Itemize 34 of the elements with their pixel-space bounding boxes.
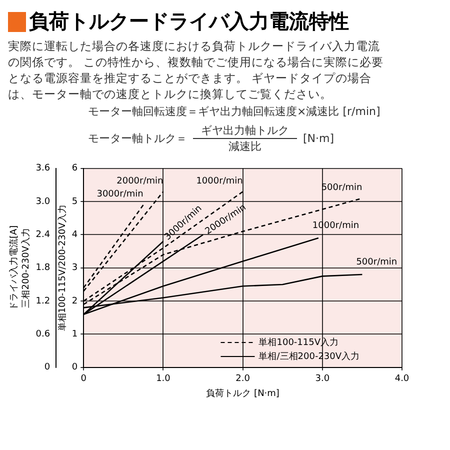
text: ドライバ入力電流[A] [8,225,20,310]
y2-tick-label: 1.2 [36,296,50,306]
text: モーター軸回転速度＝ギヤ出力軸回転速度×減速比 [r/min] [88,104,382,119]
y2-axis-title: 三相200-230V入力 [20,228,32,308]
y-axis-title: 単相100-115V/200-230V入力 [56,204,68,332]
series-label: 3000r/min [96,190,144,200]
y2-tick-label: 3.6 [36,164,50,174]
series-label: 2000r/min [116,176,164,186]
y-tick-label: 1 [72,330,78,340]
x-tick-label: 2.0 [236,374,250,384]
series-label: 500r/min [356,257,398,268]
text: ギヤ出力軸トルク [193,123,297,139]
y2-tick-label: 0 [44,362,50,373]
y-tick-label: 3 [72,263,78,274]
text: [N·m] [303,132,334,145]
y2-tick-label: 3.0 [36,196,50,207]
x-tick-label: 0 [80,374,87,384]
y-tick-label: 2 [72,296,78,306]
text: モーター軸トルク＝ [88,131,187,146]
y2-tick-label: 1.8 [36,263,50,274]
chart-subtitle: 実際に運転した場合の各速度における負荷トルクードライバ入力電流の関係です。 この特性から、複数軸でご使用になる場合に実際に必要となる電源容量を推定することができます。 ギヤードタイプの場合は、モーター軸での速度とトルクに換算してご覧ください。 [8,38,385,102]
x-axis-title: 負荷トルク [N·m] [206,388,280,399]
y2-tick-label: 0.6 [36,330,50,340]
y-tick-label: 0 [72,362,78,373]
y2-tick-label: 2.4 [36,230,50,240]
y-tick-label: 5 [72,196,78,207]
y-tick-label: 4 [72,230,78,240]
text: 減速比 [228,139,262,154]
y-tick-label: 6 [72,164,78,174]
x-tick-label: 3.0 [315,374,330,384]
chart-title: 負荷トルクードライバ入力電流特性 [29,8,349,35]
x-tick-label: 4.0 [394,374,410,384]
x-tick-label: 1.0 [156,374,171,384]
series-label: 1000r/min [196,176,243,186]
